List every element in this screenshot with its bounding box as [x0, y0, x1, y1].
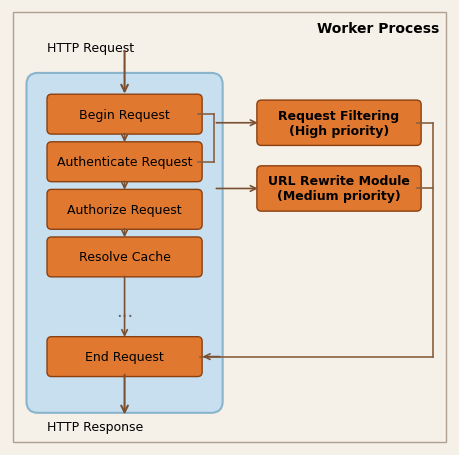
FancyBboxPatch shape — [47, 142, 202, 182]
Text: Begin Request: Begin Request — [79, 108, 170, 121]
Text: Resolve Cache: Resolve Cache — [78, 251, 170, 264]
Text: HTTP Response: HTTP Response — [47, 420, 143, 433]
Text: ...: ... — [116, 302, 133, 320]
FancyBboxPatch shape — [47, 238, 202, 277]
FancyBboxPatch shape — [47, 337, 202, 377]
Text: End Request: End Request — [85, 350, 164, 364]
Text: Authorize Request: Authorize Request — [67, 203, 182, 216]
Text: HTTP Request: HTTP Request — [47, 42, 134, 56]
Text: Worker Process: Worker Process — [317, 22, 439, 35]
Text: Request Filtering
(High priority): Request Filtering (High priority) — [279, 110, 399, 137]
Text: URL Rewrite Module
(Medium priority): URL Rewrite Module (Medium priority) — [268, 175, 410, 203]
FancyBboxPatch shape — [257, 101, 421, 146]
FancyBboxPatch shape — [27, 74, 223, 413]
FancyBboxPatch shape — [47, 190, 202, 230]
FancyBboxPatch shape — [47, 95, 202, 135]
FancyBboxPatch shape — [257, 167, 421, 212]
Text: Authenticate Request: Authenticate Request — [57, 156, 192, 169]
